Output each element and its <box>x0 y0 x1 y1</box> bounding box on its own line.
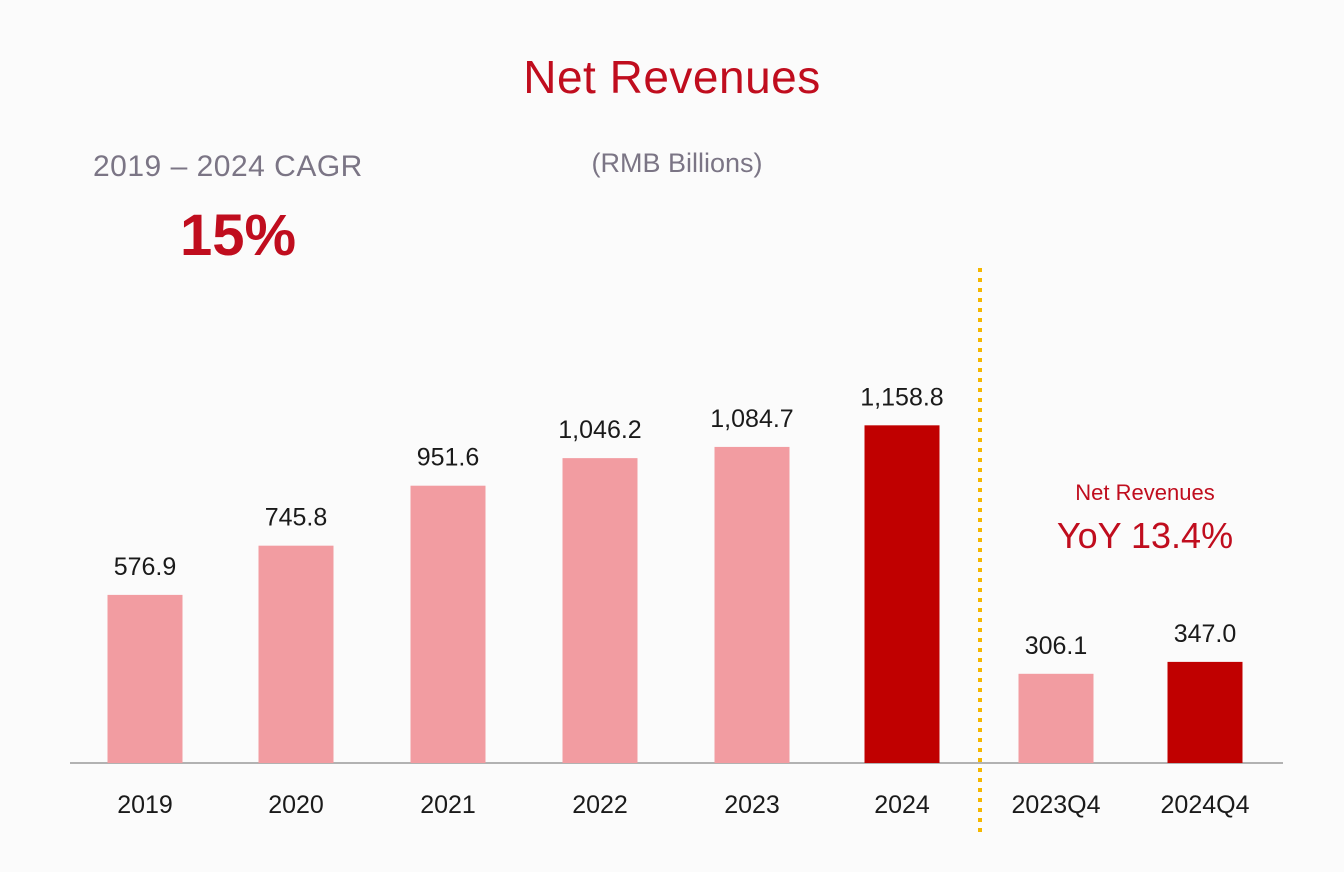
bar-value-label: 306.1 <box>1025 632 1088 660</box>
x-tick-label: 2019 <box>117 791 173 819</box>
cagr-value: 15% <box>180 203 297 268</box>
x-tick-label: 2024Q4 <box>1161 791 1250 819</box>
bar-2023q4 <box>1018 673 1094 763</box>
chart-subtitle: (RMB Billions) <box>591 148 763 178</box>
bar-2020 <box>258 545 334 763</box>
x-tick-label: 2024 <box>874 791 930 819</box>
bar-2021 <box>410 485 486 763</box>
bar-value-label: 1,084.7 <box>710 405 793 433</box>
bar-value-label: 576.9 <box>114 553 177 581</box>
bar-2024q4 <box>1167 661 1243 763</box>
bar-value-label: 347.0 <box>1174 620 1237 648</box>
x-tick-label: 2020 <box>268 791 324 819</box>
bar-value-label: 745.8 <box>265 504 328 532</box>
x-tick-label: 2023Q4 <box>1012 791 1101 819</box>
chart-title: Net Revenues <box>523 51 821 103</box>
bar-2023 <box>714 446 790 763</box>
yoy-value: YoY 13.4% <box>1056 515 1234 556</box>
bar-2024 <box>864 425 940 763</box>
bar-2022 <box>562 458 638 763</box>
cagr-label: 2019 – 2024 CAGR <box>93 150 363 183</box>
bar-value-label: 951.6 <box>417 444 480 472</box>
x-tick-label: 2023 <box>724 791 780 819</box>
bar-2019 <box>107 594 183 763</box>
bar-value-label: 1,158.8 <box>860 383 943 411</box>
yoy-label: Net Revenues <box>1075 480 1215 505</box>
x-tick-label: 2021 <box>420 791 476 819</box>
x-tick-label: 2022 <box>572 791 628 819</box>
bar-value-label: 1,046.2 <box>558 416 641 444</box>
